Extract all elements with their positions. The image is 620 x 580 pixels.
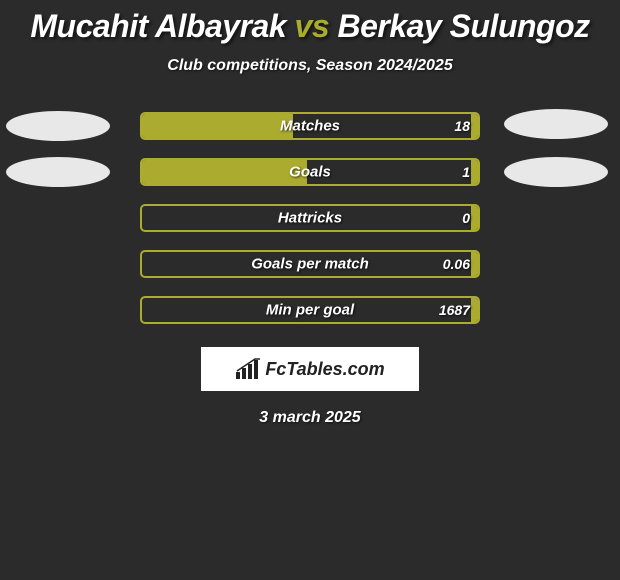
stat-bar-fill-right (471, 206, 478, 230)
stat-bar-fill-right (471, 298, 478, 322)
stat-row: Matches 18 (0, 103, 620, 149)
logo-box: FcTables.com (201, 347, 419, 391)
stat-label: Goals (289, 164, 331, 181)
stat-value-right: 0.06 (443, 256, 470, 272)
stat-bar-track: Goals 1 (140, 158, 480, 186)
stat-bar-fill-right (471, 160, 478, 184)
date-line: 3 march 2025 (0, 409, 620, 427)
stat-bar-track: Min per goal 1687 (140, 296, 480, 324)
stat-row: Goals per match 0.06 (0, 241, 620, 287)
stat-label: Matches (280, 118, 340, 135)
stats-area: Matches 18 Goals 1 Hattricks 0 Goals per match… (0, 103, 620, 333)
stat-bar-fill-left (142, 114, 293, 138)
stat-row: Goals 1 (0, 149, 620, 195)
player1-marker-ellipse (6, 111, 110, 141)
comparison-card: Mucahit Albayrak vs Berkay Sulungoz Club… (0, 0, 620, 427)
stat-label: Goals per match (251, 256, 369, 273)
player2-marker-ellipse (504, 109, 608, 139)
stat-row: Hattricks 0 (0, 195, 620, 241)
stat-label: Min per goal (266, 302, 354, 319)
stat-bar-fill-right (471, 252, 478, 276)
stat-value-right: 1687 (439, 302, 470, 318)
vs-label: vs (295, 8, 330, 44)
stat-bar-track: Matches 18 (140, 112, 480, 140)
player1-marker-ellipse (6, 157, 110, 187)
player2-marker-ellipse (504, 157, 608, 187)
bars-icon (235, 358, 261, 380)
stat-label: Hattricks (278, 210, 342, 227)
player1-name: Mucahit Albayrak (30, 8, 286, 44)
stat-row: Min per goal 1687 (0, 287, 620, 333)
stat-value-right: 18 (454, 118, 470, 134)
stat-bar-track: Hattricks 0 (140, 204, 480, 232)
player2-name: Berkay Sulungoz (338, 8, 590, 44)
stat-bar-fill-right (471, 114, 478, 138)
logo-text: FcTables.com (265, 359, 384, 380)
stat-value-right: 0 (462, 210, 470, 226)
stat-value-right: 1 (462, 164, 470, 180)
page-title: Mucahit Albayrak vs Berkay Sulungoz (0, 8, 620, 45)
stat-bar-track: Goals per match 0.06 (140, 250, 480, 278)
subtitle: Club competitions, Season 2024/2025 (0, 57, 620, 75)
logo-inner: FcTables.com (235, 358, 384, 380)
stat-bar-fill-left (142, 160, 307, 184)
